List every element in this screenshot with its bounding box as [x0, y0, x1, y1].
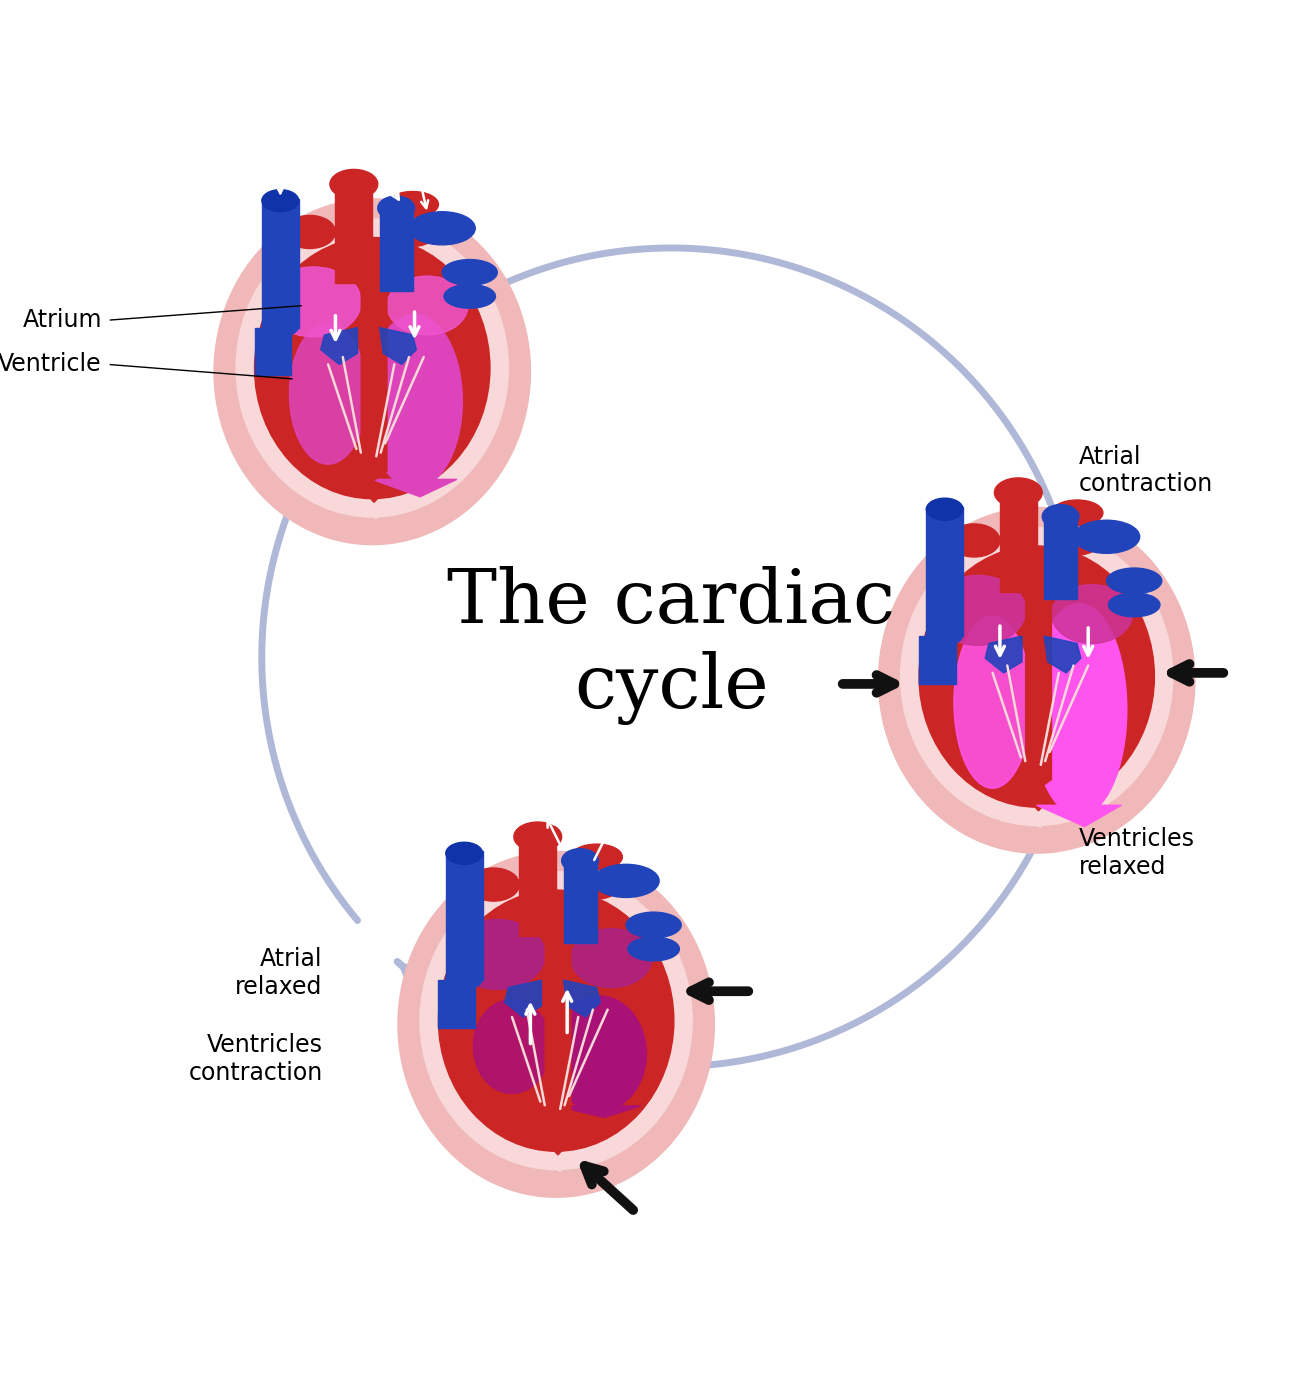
- Ellipse shape: [994, 478, 1043, 507]
- Polygon shape: [500, 1094, 611, 1156]
- Ellipse shape: [628, 937, 680, 960]
- Ellipse shape: [446, 967, 482, 989]
- Polygon shape: [967, 757, 1106, 827]
- Text: Ventricles
contraction: Ventricles contraction: [188, 1033, 322, 1085]
- Ellipse shape: [473, 999, 551, 1094]
- Ellipse shape: [954, 617, 1031, 789]
- Ellipse shape: [1052, 500, 1102, 526]
- Ellipse shape: [468, 868, 520, 901]
- Ellipse shape: [551, 996, 646, 1112]
- Ellipse shape: [1052, 584, 1132, 643]
- Polygon shape: [1026, 573, 1052, 789]
- Ellipse shape: [438, 890, 673, 1151]
- Ellipse shape: [879, 507, 1195, 853]
- Polygon shape: [1036, 805, 1122, 827]
- Text: Atrium: Atrium: [22, 308, 101, 333]
- Ellipse shape: [901, 528, 1173, 826]
- Ellipse shape: [410, 212, 476, 245]
- Ellipse shape: [1043, 504, 1079, 529]
- Polygon shape: [372, 480, 456, 497]
- Polygon shape: [545, 918, 571, 1132]
- Polygon shape: [335, 180, 372, 283]
- Ellipse shape: [261, 315, 299, 337]
- Ellipse shape: [214, 199, 530, 544]
- Ellipse shape: [927, 499, 963, 521]
- Ellipse shape: [514, 822, 562, 852]
- Ellipse shape: [593, 864, 659, 897]
- Ellipse shape: [571, 875, 619, 899]
- Ellipse shape: [387, 191, 438, 217]
- Polygon shape: [504, 980, 541, 1017]
- Ellipse shape: [930, 576, 1026, 646]
- Ellipse shape: [1074, 521, 1140, 554]
- Ellipse shape: [927, 624, 963, 646]
- Ellipse shape: [627, 912, 681, 938]
- Polygon shape: [380, 205, 412, 291]
- Ellipse shape: [283, 216, 335, 249]
- Ellipse shape: [445, 284, 495, 308]
- Ellipse shape: [387, 223, 434, 247]
- Text: Ventricle: Ventricle: [0, 352, 101, 376]
- Polygon shape: [321, 327, 358, 364]
- Ellipse shape: [1109, 592, 1160, 617]
- Polygon shape: [361, 265, 387, 481]
- Polygon shape: [563, 857, 597, 944]
- Ellipse shape: [398, 852, 714, 1197]
- Ellipse shape: [265, 267, 361, 337]
- Ellipse shape: [571, 844, 623, 870]
- Ellipse shape: [367, 315, 463, 488]
- Ellipse shape: [1052, 532, 1100, 555]
- Polygon shape: [255, 327, 291, 375]
- Ellipse shape: [330, 169, 378, 199]
- Polygon shape: [486, 1102, 627, 1172]
- Polygon shape: [919, 636, 956, 684]
- Text: Ventricles
relaxed: Ventricles relaxed: [1079, 827, 1195, 879]
- Polygon shape: [1044, 513, 1078, 599]
- Ellipse shape: [1106, 567, 1162, 594]
- Polygon shape: [317, 441, 428, 503]
- Polygon shape: [446, 852, 482, 980]
- Ellipse shape: [949, 523, 1000, 556]
- Polygon shape: [927, 507, 963, 636]
- Text: The cardiac
cycle: The cardiac cycle: [447, 566, 896, 724]
- Ellipse shape: [919, 545, 1154, 807]
- Text: Atrial
contraction: Atrial contraction: [1079, 445, 1213, 496]
- Polygon shape: [1044, 636, 1080, 673]
- Ellipse shape: [261, 190, 299, 212]
- Polygon shape: [985, 636, 1022, 673]
- Ellipse shape: [387, 276, 468, 335]
- Polygon shape: [982, 750, 1092, 811]
- Ellipse shape: [290, 323, 367, 464]
- Polygon shape: [950, 771, 1124, 849]
- Ellipse shape: [255, 238, 490, 499]
- Polygon shape: [469, 1114, 645, 1194]
- Text: Atrial
relaxed: Atrial relaxed: [235, 947, 322, 999]
- Polygon shape: [380, 327, 416, 364]
- Polygon shape: [261, 199, 299, 327]
- Ellipse shape: [237, 218, 508, 517]
- Ellipse shape: [450, 919, 545, 989]
- Ellipse shape: [378, 196, 415, 220]
- Polygon shape: [286, 462, 460, 541]
- Polygon shape: [520, 833, 556, 936]
- Polygon shape: [303, 449, 442, 519]
- Ellipse shape: [571, 929, 651, 988]
- Polygon shape: [438, 980, 476, 1028]
- Polygon shape: [563, 980, 601, 1017]
- Ellipse shape: [446, 842, 482, 864]
- Ellipse shape: [442, 260, 498, 286]
- Ellipse shape: [562, 849, 598, 872]
- Polygon shape: [1000, 489, 1036, 592]
- Ellipse shape: [1031, 603, 1127, 816]
- Polygon shape: [556, 1106, 641, 1117]
- Ellipse shape: [420, 871, 692, 1169]
